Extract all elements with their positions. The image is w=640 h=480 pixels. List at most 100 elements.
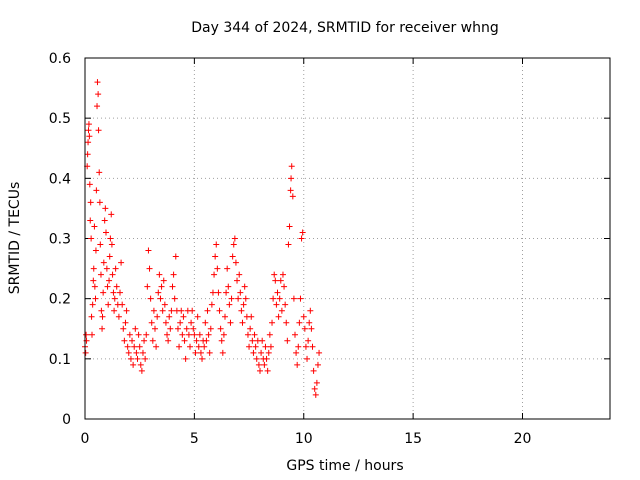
- data-point: [241, 283, 248, 290]
- y-tick-label: 0.3: [49, 232, 71, 248]
- data-point: [107, 235, 114, 242]
- data-point: [214, 265, 221, 272]
- data-point: [298, 235, 305, 242]
- data-point: [224, 265, 231, 272]
- data-point: [84, 151, 91, 158]
- data-point: [289, 193, 296, 200]
- data-point: [313, 379, 320, 386]
- data-point: [236, 271, 243, 278]
- data-point: [158, 283, 165, 290]
- data-point: [204, 307, 211, 314]
- data-point: [225, 283, 232, 290]
- y-tick-label: 0.4: [49, 171, 71, 187]
- data-point: [167, 325, 174, 332]
- data-point: [85, 121, 92, 128]
- data-point: [275, 313, 282, 320]
- data-point: [92, 247, 99, 254]
- data-point: [106, 253, 113, 260]
- data-point: [142, 355, 149, 362]
- data-point: [174, 325, 181, 332]
- data-point: [120, 325, 127, 332]
- data-point: [85, 127, 92, 134]
- data-point: [135, 331, 142, 338]
- plot-frame: [84, 57, 611, 420]
- data-point: [154, 313, 161, 320]
- data-point: [309, 343, 316, 350]
- data-point: [137, 361, 144, 368]
- x-tick-label: 5: [190, 431, 199, 447]
- data-point: [183, 325, 190, 332]
- data-point: [203, 337, 210, 344]
- data-point: [172, 253, 179, 260]
- data-point: [202, 319, 209, 326]
- x-tick-labels: 0 5 10 15 20: [81, 431, 532, 447]
- y-tick-label: 0.1: [49, 352, 71, 368]
- data-point: [287, 187, 294, 194]
- data-point: [285, 241, 292, 248]
- data-point: [297, 295, 304, 302]
- data-point: [144, 283, 151, 290]
- data-point: [246, 343, 253, 350]
- data-point: [219, 349, 226, 356]
- data-point: [105, 301, 112, 308]
- data-point: [255, 361, 262, 368]
- data-point: [216, 307, 223, 314]
- data-point: [301, 325, 308, 332]
- data-point: [229, 253, 236, 260]
- data-point: [293, 349, 300, 356]
- data-point: [193, 337, 200, 344]
- data-point: [295, 343, 302, 350]
- data-point: [147, 295, 154, 302]
- data-point: [239, 319, 246, 326]
- data-point: [176, 343, 183, 350]
- data-point: [238, 307, 245, 314]
- data-point: [127, 355, 134, 362]
- data-point: [211, 271, 218, 278]
- data-point: [197, 349, 204, 356]
- data-point: [170, 271, 177, 278]
- x-tick-label: 0: [81, 431, 90, 447]
- data-point: [85, 139, 92, 146]
- data-point: [274, 289, 281, 296]
- data-point: [141, 337, 148, 344]
- data-point: [288, 163, 295, 170]
- y-tick-label: 0.5: [49, 111, 71, 127]
- data-point: [217, 325, 224, 332]
- data-point: [111, 295, 118, 302]
- data-point: [95, 91, 102, 98]
- data-point: [101, 217, 108, 224]
- data-point: [307, 307, 314, 314]
- data-point: [215, 289, 222, 296]
- data-point: [242, 295, 249, 302]
- data-point: [265, 349, 272, 356]
- data-point: [273, 301, 280, 308]
- data-point: [249, 337, 256, 344]
- data-point: [177, 319, 184, 326]
- data-point: [187, 343, 193, 350]
- data-point: [284, 337, 291, 344]
- data-point: [182, 355, 189, 362]
- data-point: [279, 271, 286, 278]
- data-point: [86, 181, 93, 188]
- data-point: [251, 331, 258, 338]
- data-point: [270, 295, 277, 302]
- data-point: [281, 283, 288, 290]
- data-point: [82, 349, 89, 356]
- data-point: [314, 361, 321, 368]
- data-point: [223, 289, 230, 296]
- data-point: [113, 283, 120, 290]
- data-point: [310, 367, 317, 374]
- x-tick-label: 15: [404, 431, 422, 447]
- data-point: [277, 277, 284, 284]
- data-point: [115, 313, 122, 320]
- data-point: [138, 367, 145, 374]
- data-point: [103, 229, 109, 236]
- data-point: [191, 331, 198, 338]
- data-point: [299, 229, 306, 236]
- data-point: [93, 187, 100, 194]
- data-point: [272, 277, 279, 284]
- data-point: [302, 343, 309, 350]
- data-point: [306, 319, 313, 326]
- data-point: [258, 349, 265, 356]
